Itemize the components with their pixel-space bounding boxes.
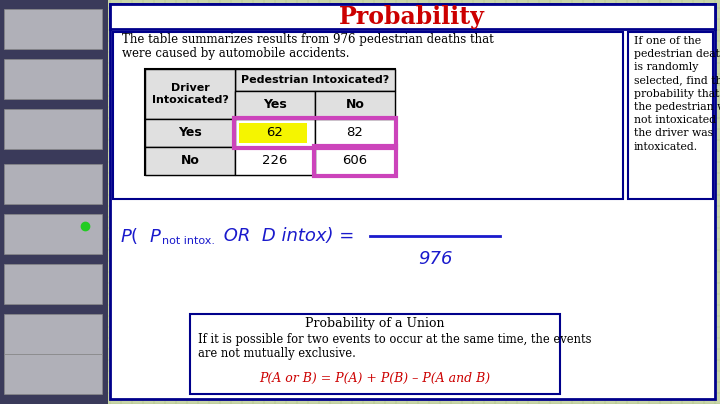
Bar <box>4 109 102 149</box>
Bar <box>235 91 315 119</box>
Text: If it is possible for two events to occur at the same time, the events: If it is possible for two events to occu… <box>198 332 592 345</box>
Bar <box>235 147 315 175</box>
Bar <box>315 91 395 119</box>
Text: 976: 976 <box>418 250 452 268</box>
Bar <box>235 119 315 147</box>
Bar <box>113 32 623 199</box>
Text: Probability: Probability <box>339 5 485 29</box>
Bar <box>145 69 235 119</box>
Bar <box>110 4 715 29</box>
Text: No: No <box>346 99 364 112</box>
Text: If one of the
pedestrian deaths
is randomly
selected, find the
probability that
: If one of the pedestrian deaths is rando… <box>634 36 720 152</box>
Text: OR  D intox) =: OR D intox) = <box>218 227 354 245</box>
Bar <box>190 314 560 394</box>
Bar <box>235 69 395 91</box>
Bar <box>628 32 713 199</box>
Bar <box>4 354 102 394</box>
Text: Driver
Intoxicated?: Driver Intoxicated? <box>152 83 228 105</box>
Bar <box>145 69 395 175</box>
Bar <box>4 314 102 354</box>
Text: were caused by automobile accidents.: were caused by automobile accidents. <box>122 48 349 61</box>
Bar <box>0 0 108 404</box>
Text: 62: 62 <box>266 126 284 139</box>
Bar <box>4 59 102 99</box>
Text: Yes: Yes <box>263 99 287 112</box>
Text: P(A or B) = P(A) + P(B) – P(A and B): P(A or B) = P(A) + P(B) – P(A and B) <box>259 372 490 385</box>
Bar <box>4 164 102 204</box>
Text: 62: 62 <box>266 126 284 139</box>
Text: Yes: Yes <box>178 126 202 139</box>
Text: not intox.: not intox. <box>162 236 215 246</box>
Bar <box>315 119 395 147</box>
Bar <box>145 119 235 147</box>
Text: Pedestrian Intoxicated?: Pedestrian Intoxicated? <box>241 75 389 85</box>
Bar <box>4 214 102 254</box>
Bar <box>4 264 102 304</box>
Bar <box>315 147 395 175</box>
Text: are not mutually exclusive.: are not mutually exclusive. <box>198 347 356 360</box>
Text: $P($  $P$: $P($ $P$ <box>120 226 162 246</box>
Bar <box>4 9 102 49</box>
Text: 82: 82 <box>346 126 364 139</box>
Bar <box>145 147 235 175</box>
Text: 606: 606 <box>343 154 368 168</box>
Text: The table summarizes results from 976 pedestrian deaths that: The table summarizes results from 976 pe… <box>122 32 494 46</box>
Text: No: No <box>181 154 199 168</box>
Text: 226: 226 <box>262 154 288 168</box>
Text: Probability of a Union: Probability of a Union <box>305 318 445 330</box>
Bar <box>239 123 307 143</box>
Bar <box>110 4 715 399</box>
